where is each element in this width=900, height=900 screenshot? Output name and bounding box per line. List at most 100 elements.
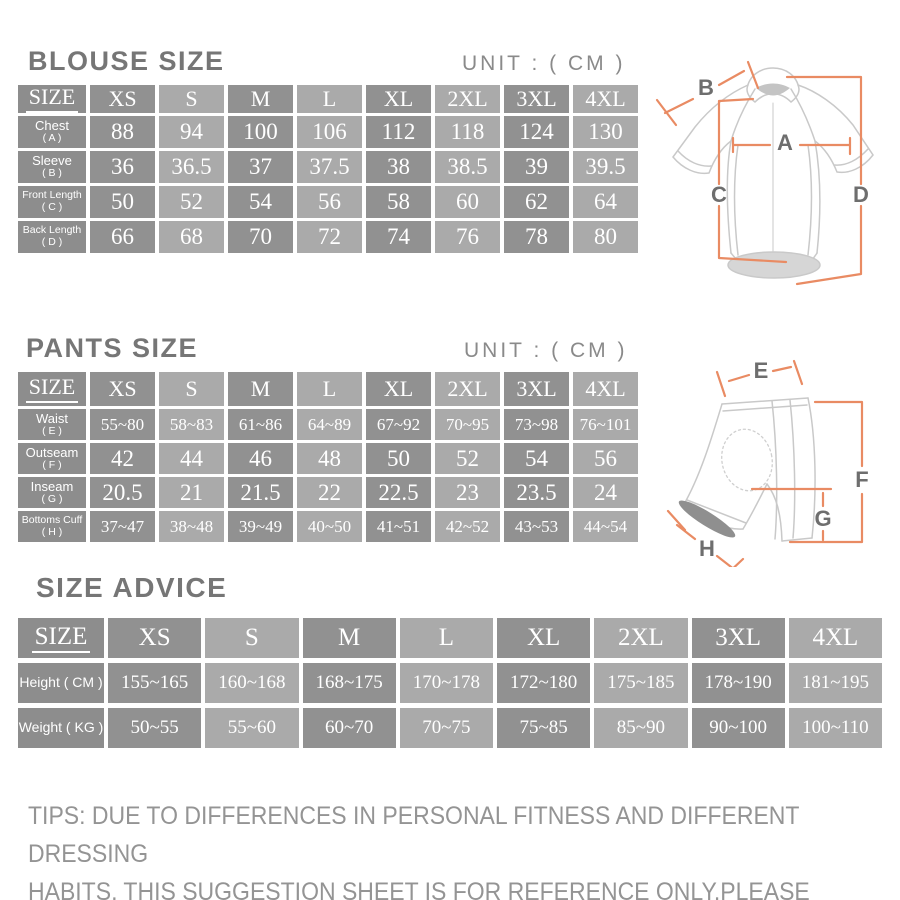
header-cell-xl: XL [497,618,591,658]
cell-inseam-4xl: 24 [573,477,638,508]
cell-waist-m: 61~86 [228,409,293,440]
cell-bottoms-cuff-xs: 37~47 [90,511,155,542]
cell-waist-xs: 55~80 [90,409,155,440]
cell-inseam-xs: 20.5 [90,477,155,508]
cell-bottoms-cuff-xl: 41~51 [366,511,431,542]
measure-letter-g: G [814,506,831,531]
row-label-front-length: Front Length( C ) [18,186,86,218]
cell-chest-s: 94 [159,116,224,148]
measure-letter-h: H [699,536,715,561]
header-cell-4xl: 4XL [573,85,638,113]
cell-chest-3xl: 124 [504,116,569,148]
cell-back-length-xl: 74 [366,221,431,253]
cell-front-length-3xl: 62 [504,186,569,218]
header-cell-xs: XS [108,618,202,658]
cell-sleeve-xs: 36 [90,151,155,183]
tips-line-2: HABITS, THIS SUGGESTION SHEET IS FOR REF… [28,878,810,900]
cell-inseam-2xl: 23 [435,477,500,508]
cell-outseam-4xl: 56 [573,443,638,474]
row-label-sleeve: Sleeve( B ) [18,151,86,183]
header-cell-3xl: 3XL [504,372,569,406]
cell-waist-l: 64~89 [297,409,362,440]
cell-bottoms-cuff-m: 39~49 [228,511,293,542]
cell-back-length-m: 70 [228,221,293,253]
jersey-measure-letters: A B C D [698,75,869,207]
cell-front-length-s: 52 [159,186,224,218]
header-cell-l: L [297,85,362,113]
header-cell-2xl: 2XL [435,85,500,113]
cell-front-length-4xl: 64 [573,186,638,218]
cell-chest-xs: 88 [90,116,155,148]
row-label-height-cm: Height ( CM ) [18,663,104,703]
header-cell-size: SIZE [18,372,86,406]
cell-outseam-s: 44 [159,443,224,474]
row-label-weight-kg: Weight ( KG ) [18,708,104,748]
header-cell-xs: XS [90,85,155,113]
cell-height-cm-m: 168~175 [302,663,396,703]
cell-back-length-s: 68 [159,221,224,253]
cell-inseam-xl: 22.5 [366,477,431,508]
advice-section-title: SIZE ADVICE [36,572,228,603]
cell-weight-kg-2xl: 85~90 [594,708,688,748]
row-label-waist: Waist( E ) [18,409,86,440]
cell-waist-s: 58~83 [159,409,224,440]
cell-sleeve-l: 37.5 [297,151,362,183]
cell-weight-kg-xl: 75~85 [497,708,591,748]
cell-bottoms-cuff-2xl: 42~52 [435,511,500,542]
cell-back-length-2xl: 76 [435,221,500,253]
header-cell-m: M [228,85,293,113]
cell-sleeve-2xl: 38.5 [435,151,500,183]
cell-inseam-m: 21.5 [228,477,293,508]
cell-height-cm-s: 160~168 [205,663,299,703]
cell-chest-xl: 112 [366,116,431,148]
header-cell-l: L [399,618,493,658]
header-cell-xs: XS [90,372,155,406]
cell-sleeve-m: 37 [228,151,293,183]
jersey-diagram: A B C D [655,60,874,286]
cell-sleeve-s: 36.5 [159,151,224,183]
cell-weight-kg-s: 55~60 [205,708,299,748]
outseam-measure-line [788,400,864,544]
inseam-measure-line [750,487,833,542]
cell-front-length-m: 54 [228,186,293,218]
cell-chest-4xl: 130 [573,116,638,148]
header-cell-4xl: 4XL [788,618,882,658]
cell-height-cm-xs: 155~165 [108,663,202,703]
cell-outseam-2xl: 52 [435,443,500,474]
header-cell-size: SIZE [18,85,86,113]
cell-weight-kg-4xl: 100~110 [788,708,882,748]
row-label-inseam: Inseam( G ) [18,477,86,508]
header-cell-m: M [228,372,293,406]
measure-letter-a: A [777,130,793,155]
cell-weight-kg-l: 70~75 [399,708,493,748]
tips-line-1: TIPS: DUE TO DIFFERENCES IN PERSONAL FIT… [28,802,800,868]
cell-inseam-l: 22 [297,477,362,508]
cell-weight-kg-xs: 50~55 [108,708,202,748]
cell-bottoms-cuff-3xl: 43~53 [504,511,569,542]
header-cell-3xl: 3XL [504,85,569,113]
cuff-measure-line [666,509,745,567]
header-cell-size: SIZE [18,618,104,658]
pants-unit-label: UNIT : ( CM ) [464,339,628,362]
cell-back-length-4xl: 80 [573,221,638,253]
shorts-diagram: E F G H [666,358,869,567]
cell-back-length-l: 72 [297,221,362,253]
cell-front-length-l: 56 [297,186,362,218]
header-cell-s: S [159,85,224,113]
blouse-unit-label: UNIT : ( CM ) [462,52,626,75]
pants-size-table: SIZE XS S M L XL 2XL 3XL 4XL Waist( E ) 55~80 58~83… [18,372,638,542]
cell-back-length-xs: 66 [90,221,155,253]
front-length-measure-line [717,97,788,264]
jersey-measurement-lines [655,60,863,286]
cell-chest-l: 106 [297,116,362,148]
cell-chest-2xl: 118 [435,116,500,148]
row-label-outseam: Outseam( F ) [18,443,86,474]
measure-letter-f: F [855,467,868,492]
cell-waist-2xl: 70~95 [435,409,500,440]
blouse-section-title: BLOUSE SIZE [28,46,225,76]
cell-bottoms-cuff-4xl: 44~54 [573,511,638,542]
header-cell-3xl: 3XL [691,618,785,658]
cell-height-cm-2xl: 175~185 [594,663,688,703]
row-label-chest: Chest( A ) [18,116,86,148]
chest-measure-line [731,136,852,156]
